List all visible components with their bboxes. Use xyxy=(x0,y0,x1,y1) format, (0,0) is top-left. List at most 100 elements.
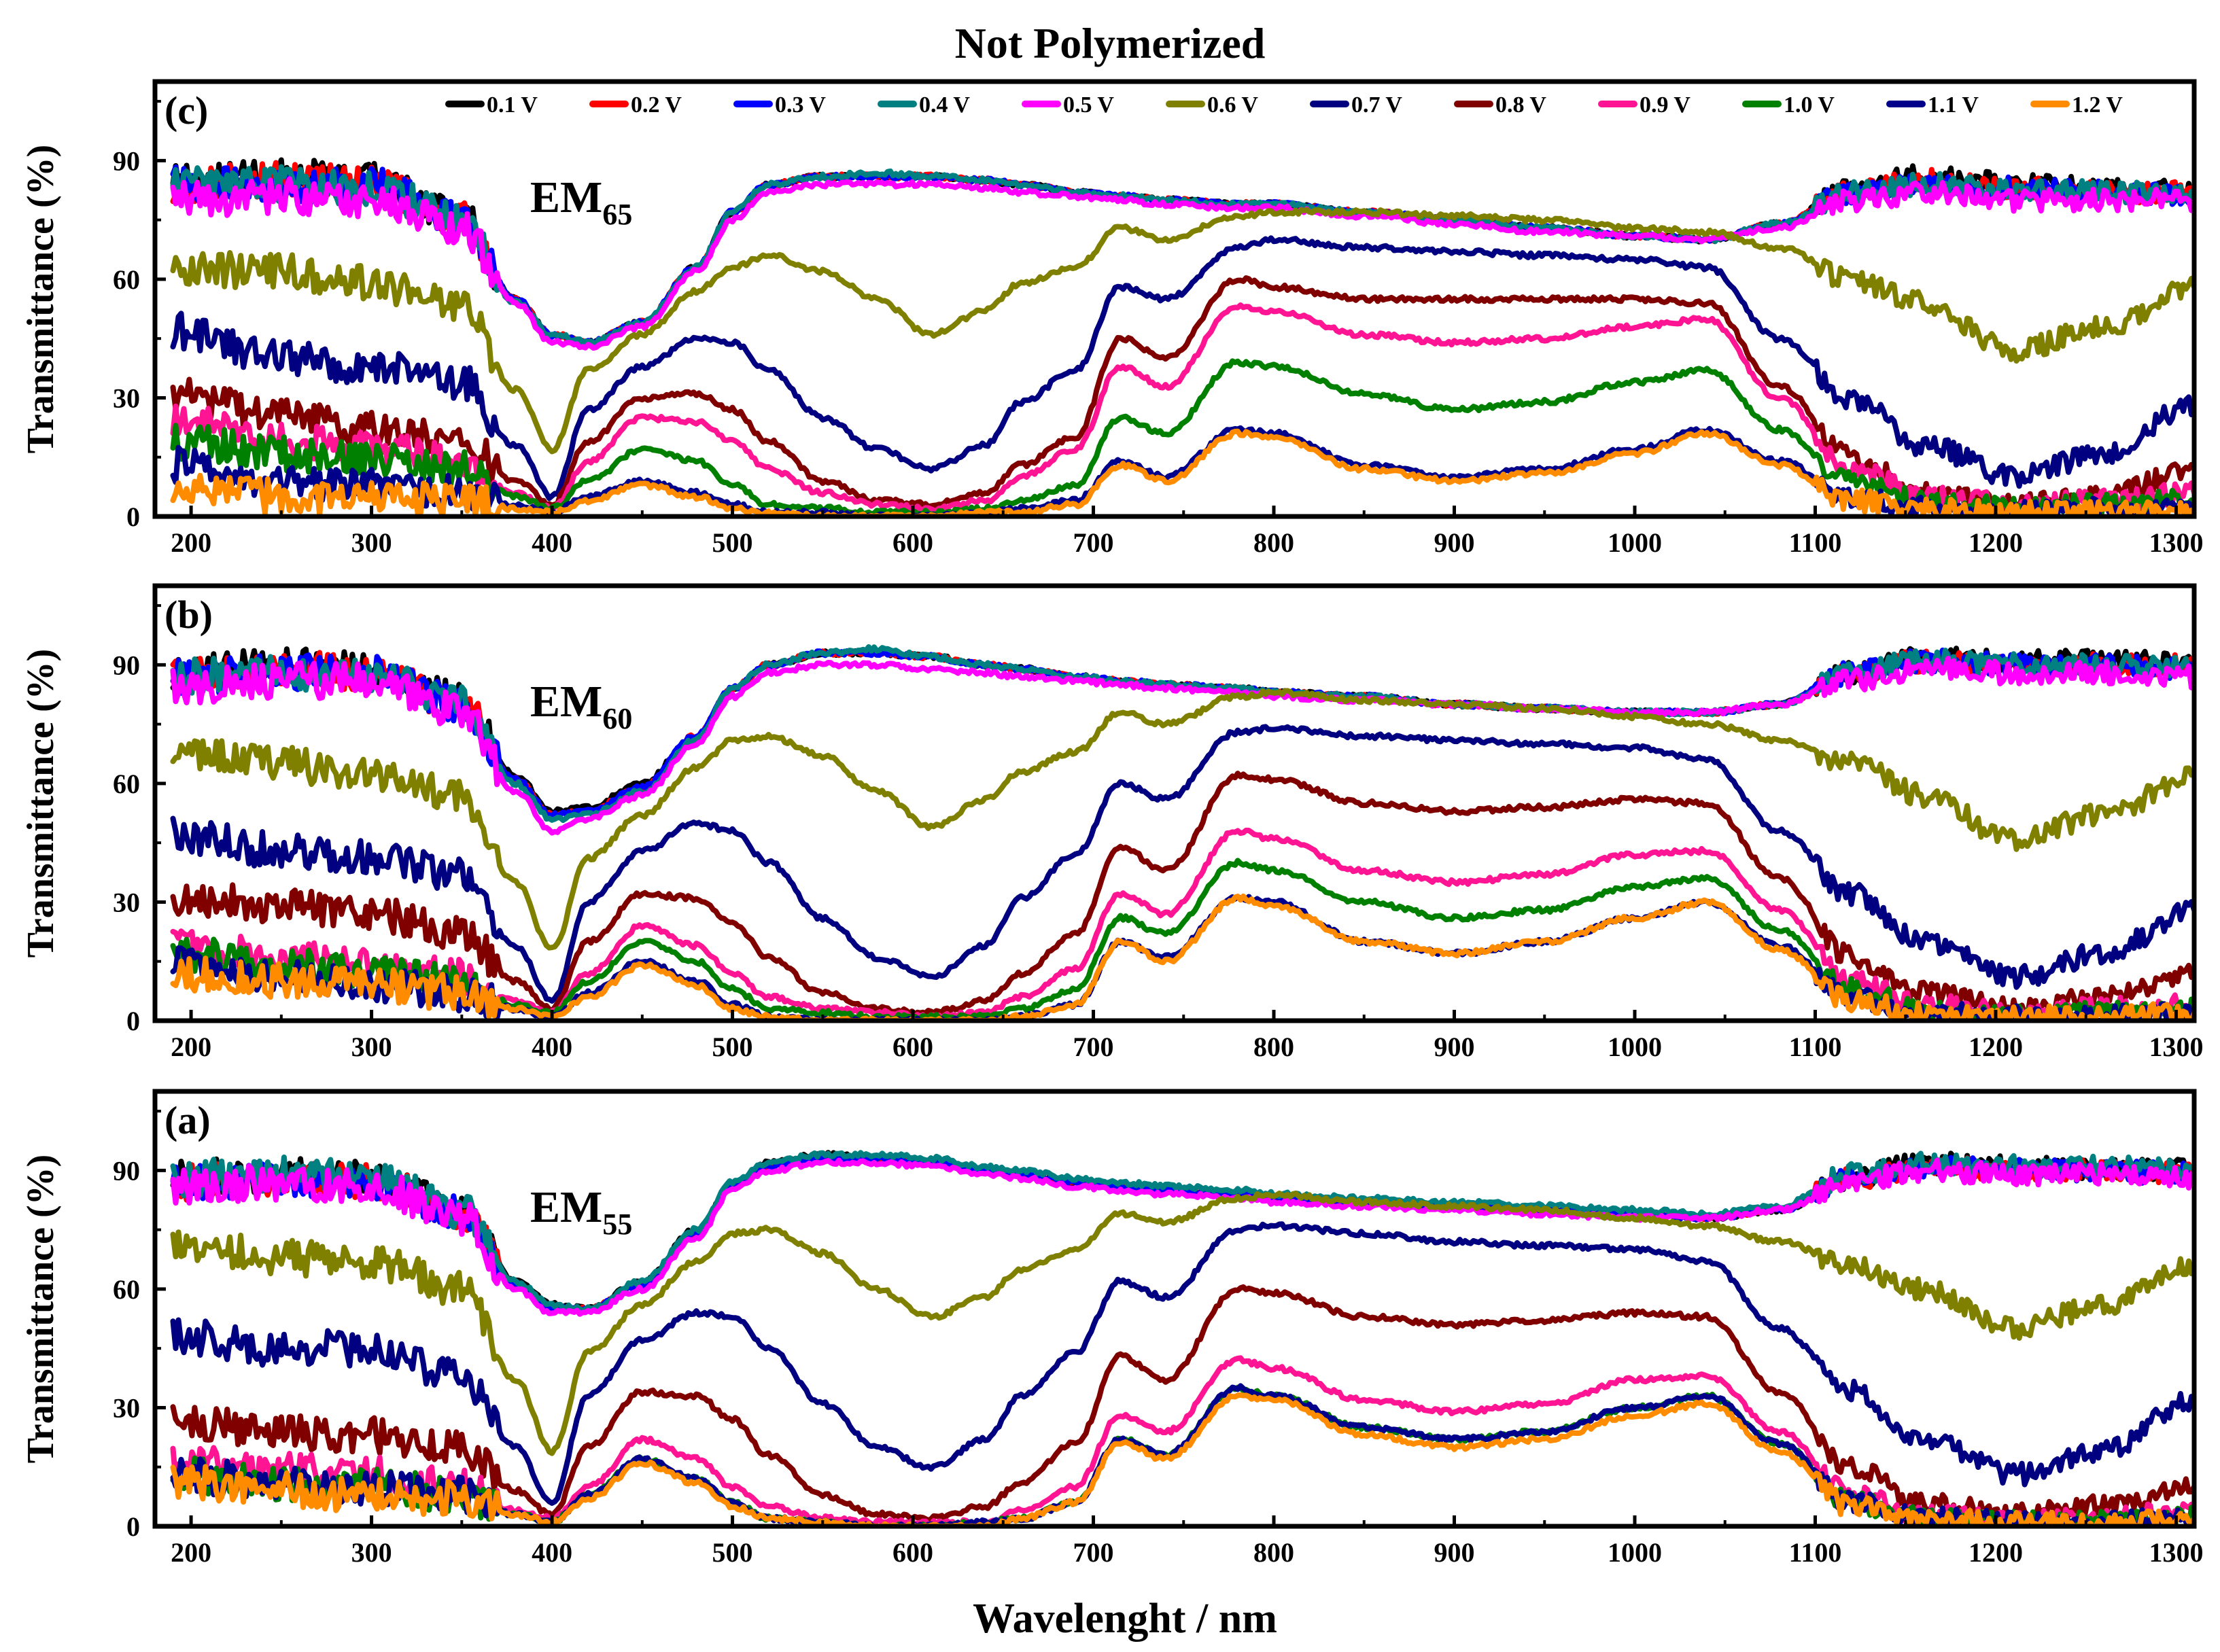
x-tick-label: 800 xyxy=(1253,527,1294,558)
x-tick-label: 800 xyxy=(1253,1032,1294,1062)
y-tick-label: 90 xyxy=(113,650,140,680)
legend-label: 0.6 V xyxy=(1207,92,1258,118)
legend-label: 1.1 V xyxy=(1928,92,1979,118)
legend-label: 0.1 V xyxy=(487,92,538,118)
y-tick-label: 90 xyxy=(113,145,140,176)
x-tick-label: 600 xyxy=(892,1032,933,1062)
x-tick-label: 300 xyxy=(351,527,392,558)
x-tick-label: 200 xyxy=(171,527,211,558)
x-axis-label: Wavelenght / nm xyxy=(973,1596,1277,1642)
y-axis-label: Transmittance (%) xyxy=(20,649,62,958)
series-line-1-2-V xyxy=(170,1392,2194,1526)
x-tick-label: 800 xyxy=(1253,1537,1294,1568)
y-tick-label: 30 xyxy=(113,887,140,917)
series-line-0-9-V xyxy=(170,827,2194,1021)
series-line-0-5-V xyxy=(170,176,2194,351)
x-tick-label: 600 xyxy=(892,1537,933,1568)
x-tick-label: 900 xyxy=(1434,1537,1475,1568)
y-tick-label: 90 xyxy=(113,1155,140,1186)
x-tick-label: 400 xyxy=(532,1537,572,1568)
legend-label: 0.3 V xyxy=(775,92,826,118)
chart-panel: 200 300 400 500 600 700 800 900 1000 1100 1200 1300… xyxy=(20,79,2203,558)
y-tick-label: 0 xyxy=(126,1511,140,1542)
y-tick-label: 0 xyxy=(126,502,140,532)
x-tick-label: 200 xyxy=(171,1032,211,1062)
x-tick-label: 1100 xyxy=(1789,1537,1842,1568)
series-line-0-9-V xyxy=(170,302,2194,516)
series-line-0-4-V xyxy=(170,164,2194,347)
x-tick-label: 1300 xyxy=(2149,1032,2203,1062)
y-tick-label: 60 xyxy=(113,1274,140,1305)
x-tick-label: 1100 xyxy=(1789,527,1842,558)
series-line-1-2-V xyxy=(170,893,2194,1021)
x-tick-label: 1300 xyxy=(2149,527,2203,558)
y-tick-label: 60 xyxy=(113,264,140,295)
plot-frame xyxy=(152,583,2197,1023)
panel-label: (b) xyxy=(164,593,213,637)
x-tick-label: 1000 xyxy=(1608,1032,1662,1062)
legend: 0.1 V 0.2 V 0.3 V 0.4 V 0.5 V 0.6 V 0.7 V 0.8 V… xyxy=(445,92,2123,118)
x-tick-label: 1200 xyxy=(1968,527,2023,558)
series-line-0-6-V xyxy=(170,207,2194,455)
x-tick-label: 1100 xyxy=(1789,1032,1842,1062)
figure-title: Not Polymerized xyxy=(955,19,1266,67)
chart-panel: 200 300 400 500 600 700 800 900 1000 1100 1200 1300… xyxy=(20,583,2203,1062)
legend-label: 0.9 V xyxy=(1640,92,1690,118)
series-line-0-5-V xyxy=(170,1157,2194,1317)
series-line-0-8-V xyxy=(170,1284,2194,1526)
series-line-0-7-V xyxy=(170,1221,2194,1506)
legend-label: 0.8 V xyxy=(1495,92,1546,118)
x-tick-label: 1000 xyxy=(1608,527,1662,558)
plot-frame xyxy=(152,1089,2197,1529)
sample-label: EM55 xyxy=(530,1182,632,1241)
x-tick-label: 1000 xyxy=(1608,1537,1662,1568)
series-group xyxy=(170,157,2194,516)
panel-label: (a) xyxy=(164,1098,211,1142)
x-tick-label: 700 xyxy=(1073,1537,1114,1568)
x-tick-label: 300 xyxy=(351,1537,392,1568)
series-line-1-2-V xyxy=(170,428,2194,516)
y-tick-label: 30 xyxy=(113,383,140,413)
y-tick-label: 0 xyxy=(126,1006,140,1036)
sample-label: EM65 xyxy=(530,173,632,231)
legend-label: 0.7 V xyxy=(1351,92,1402,118)
series-line-0-8-V xyxy=(170,771,2194,1020)
series-line-0-7-V xyxy=(170,235,2194,502)
x-tick-label: 900 xyxy=(1434,1032,1475,1062)
x-tick-label: 900 xyxy=(1434,527,1475,558)
series-line-0-8-V xyxy=(170,275,2194,516)
series-line-0-6-V xyxy=(170,688,2194,951)
x-tick-label: 400 xyxy=(532,527,572,558)
legend-label: 1.0 V xyxy=(1784,92,1835,118)
x-tick-label: 700 xyxy=(1073,527,1114,558)
plot-frame xyxy=(152,79,2197,519)
y-tick-label: 30 xyxy=(113,1392,140,1423)
legend-label: 0.5 V xyxy=(1063,92,1114,118)
series-line-0-6-V xyxy=(170,1191,2194,1456)
series-line-0-4-V xyxy=(170,1150,2194,1314)
x-tick-label: 600 xyxy=(892,527,933,558)
panel-label: (c) xyxy=(164,88,208,133)
x-tick-label: 300 xyxy=(351,1032,392,1062)
series-line-0-5-V xyxy=(170,656,2194,836)
x-tick-label: 1200 xyxy=(1968,1032,2023,1062)
x-tick-label: 200 xyxy=(171,1537,211,1568)
series-group xyxy=(170,644,2194,1021)
x-tick-label: 700 xyxy=(1073,1032,1114,1062)
series-group xyxy=(170,1150,2194,1526)
y-axis-label: Transmittance (%) xyxy=(20,145,62,454)
sample-label: EM60 xyxy=(530,677,632,735)
x-tick-label: 1300 xyxy=(2149,1537,2203,1568)
legend-label: 0.2 V xyxy=(631,92,682,118)
series-line-0-7-V xyxy=(170,724,2194,1004)
chart-panel: 200 300 400 500 600 700 800 900 1000 1100 1200 1300… xyxy=(20,1089,2203,1568)
y-axis-label: Transmittance (%) xyxy=(20,1155,62,1464)
series-line-0-4-V xyxy=(170,644,2194,823)
x-tick-label: 500 xyxy=(712,527,753,558)
legend-label: 1.2 V xyxy=(2072,92,2123,118)
x-tick-label: 500 xyxy=(712,1032,753,1062)
y-tick-label: 60 xyxy=(113,769,140,799)
x-tick-label: 400 xyxy=(532,1032,572,1062)
x-tick-label: 500 xyxy=(712,1537,753,1568)
